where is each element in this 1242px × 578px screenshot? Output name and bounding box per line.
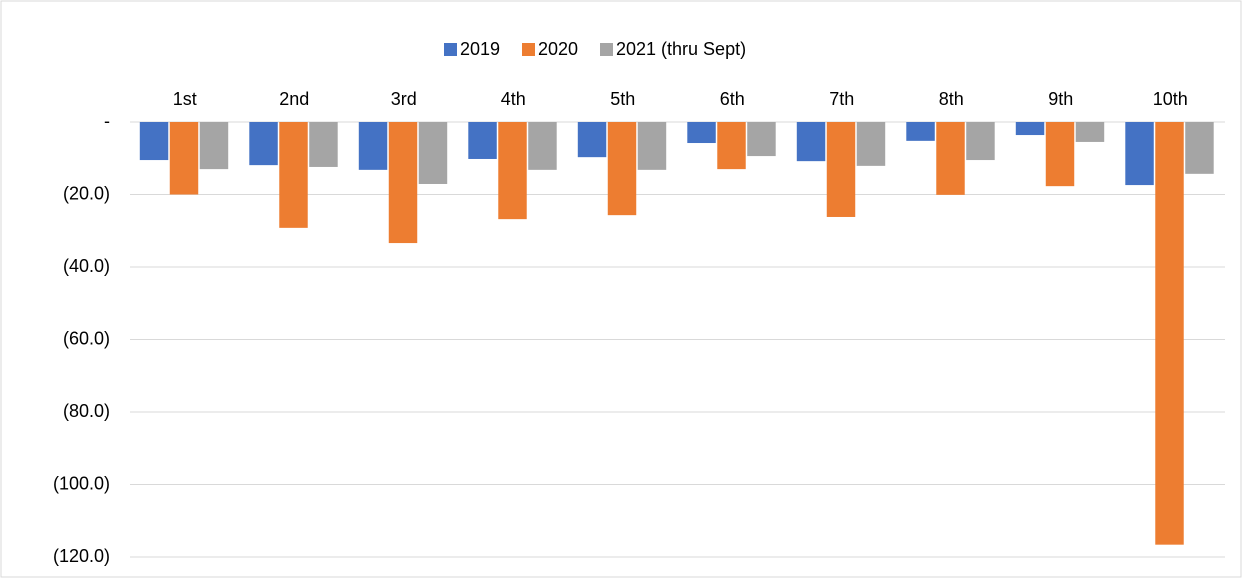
legend-label: 2020	[538, 39, 578, 59]
x-tick-label: 7th	[829, 89, 854, 109]
bar	[1075, 122, 1105, 142]
y-tick-label: (80.0)	[63, 401, 110, 421]
bar	[747, 122, 776, 157]
bar	[468, 122, 497, 159]
x-tick-label: 8th	[939, 89, 964, 109]
bar	[388, 122, 418, 244]
bar	[687, 122, 716, 144]
bar	[856, 122, 886, 166]
x-tick-label: 2nd	[279, 89, 309, 109]
bar	[1185, 122, 1214, 174]
legend-label: 2019	[460, 39, 500, 59]
y-tick-label: (20.0)	[63, 183, 110, 203]
bar	[199, 122, 229, 170]
x-tick-label: 4th	[501, 89, 526, 109]
bar	[796, 122, 826, 162]
bar	[498, 122, 527, 220]
x-tick-label: 10th	[1153, 89, 1188, 109]
x-tick-label: 9th	[1048, 89, 1073, 109]
bar	[966, 122, 995, 161]
bar	[418, 122, 448, 184]
bar	[1155, 122, 1184, 545]
y-tick-label: (40.0)	[63, 256, 110, 276]
x-tick-label: 1st	[173, 89, 197, 109]
x-tick-label: 6th	[720, 89, 745, 109]
bar	[1045, 122, 1075, 187]
bar	[139, 122, 169, 161]
bar	[249, 122, 278, 166]
bar	[607, 122, 637, 216]
bar	[906, 122, 935, 141]
bar	[826, 122, 856, 217]
y-tick-label: (100.0)	[53, 473, 110, 493]
legend-swatch	[444, 43, 457, 56]
bar	[309, 122, 338, 167]
x-tick-label: 3rd	[391, 89, 417, 109]
bar	[637, 122, 667, 170]
x-tick-label: 5th	[610, 89, 635, 109]
bar	[1125, 122, 1154, 186]
bar	[358, 122, 388, 170]
legend-label: 2021 (thru Sept)	[616, 39, 746, 59]
bar	[717, 122, 746, 170]
y-tick-label: (60.0)	[63, 328, 110, 348]
legend-swatch	[600, 43, 613, 56]
y-tick-label: -	[104, 111, 110, 131]
bar	[528, 122, 557, 170]
bar	[1015, 122, 1045, 136]
bar	[279, 122, 308, 228]
y-tick-label: (120.0)	[53, 546, 110, 566]
bar	[169, 122, 199, 195]
legend-swatch	[522, 43, 535, 56]
bar	[577, 122, 607, 158]
bar	[936, 122, 965, 195]
